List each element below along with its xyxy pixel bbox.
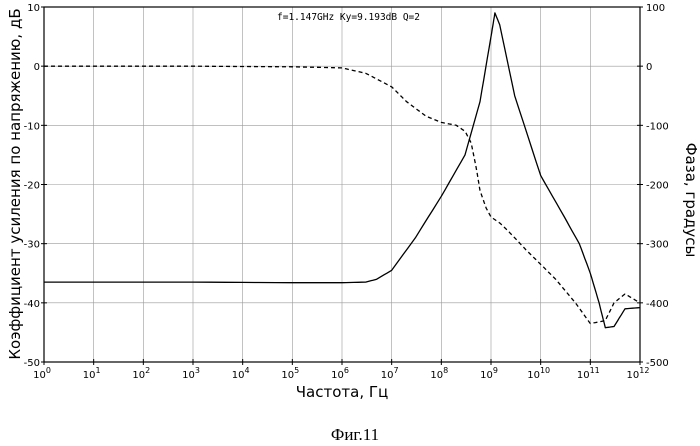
x-tick-label: 101 [83, 366, 101, 381]
left-tick-label: -40 [24, 299, 40, 310]
right-axis-ticks: 1000-100-200-300-400-500 [637, 3, 669, 369]
right-tick-label: -200 [646, 181, 669, 192]
left-tick-label: -10 [24, 121, 40, 132]
left-tick-label: -20 [24, 181, 40, 192]
right-tick-label: 100 [646, 3, 665, 14]
x-tick-label: 102 [132, 366, 150, 381]
right-tick-label: -400 [646, 299, 669, 310]
x-tick-label: 105 [281, 366, 299, 381]
left-tick-label: -30 [24, 240, 40, 251]
x-tick-label: 1012 [627, 366, 650, 381]
x-tick-label: 109 [480, 366, 498, 381]
left-tick-label: 10 [27, 3, 40, 14]
x-tick-label: 103 [182, 366, 200, 381]
x-tick-label: 1010 [527, 366, 550, 381]
right-axis-title: Фаза, градусы [682, 143, 700, 258]
x-tick-label: 106 [331, 366, 349, 381]
left-tick-label: -50 [24, 358, 40, 369]
peak-annotation: f=1.147GHz Ky=9.193dB Q=2 [277, 12, 420, 23]
left-axis-title: Коэффициент усиления по напряжению, дБ [6, 8, 24, 359]
right-tick-label: 0 [646, 62, 652, 73]
grid [44, 7, 640, 362]
x-tick-label: 1011 [577, 366, 600, 381]
right-tick-label: -300 [646, 240, 669, 251]
x-axis-title: Частота, Гц [296, 383, 388, 401]
figure-caption: Фиг.11 [331, 425, 379, 444]
right-tick-label: -100 [646, 121, 669, 132]
left-tick-label: 0 [34, 62, 40, 73]
x-tick-label: 107 [381, 366, 399, 381]
x-tick-label: 108 [430, 366, 448, 381]
x-tick-label: 104 [232, 366, 250, 381]
